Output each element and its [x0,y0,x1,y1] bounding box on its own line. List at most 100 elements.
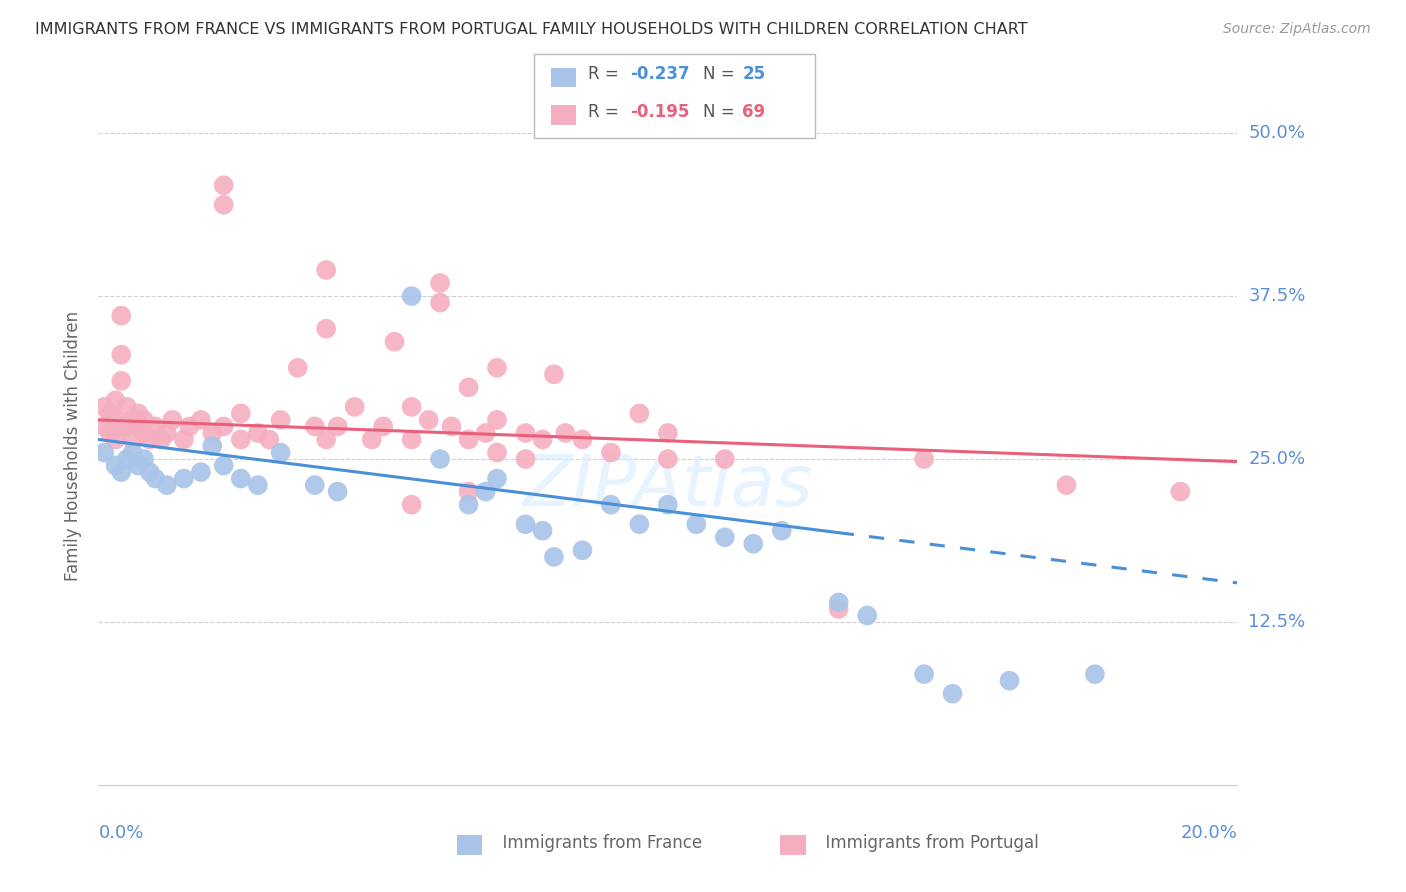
Point [486,472,509,486]
Point [98,425,121,440]
Point [418,413,440,427]
Point [486,413,509,427]
Text: 0.0%: 0.0% [98,824,143,842]
Text: -0.195: -0.195 [630,103,689,120]
Point [212,458,235,473]
Point [115,419,138,434]
Point [401,400,423,414]
Point [429,276,451,290]
Point [127,458,149,473]
Point [685,517,707,532]
Text: N =: N = [703,103,740,120]
Point [212,419,235,434]
Point [1084,667,1107,681]
Point [942,687,965,701]
Point [571,543,593,558]
Point [270,413,292,427]
Point [628,406,651,420]
Point [121,413,143,427]
Point [190,413,212,427]
Text: Immigrants from Portugal: Immigrants from Portugal [815,834,1039,852]
Text: 25.0%: 25.0% [1249,450,1306,468]
Point [714,452,737,467]
Point [531,433,554,447]
Point [1056,478,1078,492]
Point [127,419,149,434]
Point [212,198,235,212]
Point [429,452,451,467]
Point [156,425,179,440]
Point [173,433,195,447]
Text: 37.5%: 37.5% [1249,287,1306,305]
Point [93,419,115,434]
Point [98,406,121,420]
Point [138,433,160,447]
Point [457,498,479,512]
Point [201,425,224,440]
Point [201,439,224,453]
Text: Source: ZipAtlas.com: Source: ZipAtlas.com [1223,22,1371,37]
Point [912,452,935,467]
Point [531,524,554,538]
Point [212,178,235,193]
Point [145,419,167,434]
Point [246,425,269,440]
Point [515,452,537,467]
Point [657,425,679,440]
Point [121,433,143,447]
Point [486,445,509,459]
Point [190,465,212,479]
Point [742,537,765,551]
Point [828,602,851,616]
Text: 20.0%: 20.0% [1181,824,1237,842]
Point [304,478,326,492]
Point [132,425,155,440]
Point [132,413,155,427]
Point [457,380,479,394]
Point [326,419,349,434]
Point [115,400,138,414]
Point [543,549,565,564]
Text: 50.0%: 50.0% [1249,124,1305,142]
Y-axis label: Family Households with Children: Family Households with Children [65,311,83,581]
Point [628,517,651,532]
Point [828,595,851,609]
Point [150,433,173,447]
Point [110,374,132,388]
Text: 12.5%: 12.5% [1249,613,1306,631]
Point [343,400,366,414]
Text: IMMIGRANTS FROM FRANCE VS IMMIGRANTS FROM PORTUGAL FAMILY HOUSEHOLDS WITH CHILDR: IMMIGRANTS FROM FRANCE VS IMMIGRANTS FRO… [35,22,1028,37]
Point [110,419,132,434]
Point [401,289,423,303]
Point [912,667,935,681]
Point [315,321,337,335]
Point [287,360,309,375]
Point [315,433,337,447]
Point [600,445,623,459]
Point [373,419,395,434]
Point [657,452,679,467]
Text: R =: R = [588,65,624,83]
Point [110,465,132,479]
Point [515,517,537,532]
Text: -0.237: -0.237 [630,65,689,83]
Point [104,458,127,473]
Point [173,472,195,486]
Text: 25: 25 [742,65,765,83]
Point [429,295,451,310]
Point [179,419,201,434]
Point [246,478,269,492]
Point [229,433,252,447]
Point [457,484,479,499]
Point [110,309,132,323]
Point [229,472,252,486]
Point [315,263,337,277]
Text: R =: R = [588,103,624,120]
Point [543,368,565,382]
Point [156,478,179,492]
Point [162,413,184,427]
Text: N =: N = [703,65,740,83]
Point [1170,484,1192,499]
Point [657,498,679,512]
Point [104,393,127,408]
